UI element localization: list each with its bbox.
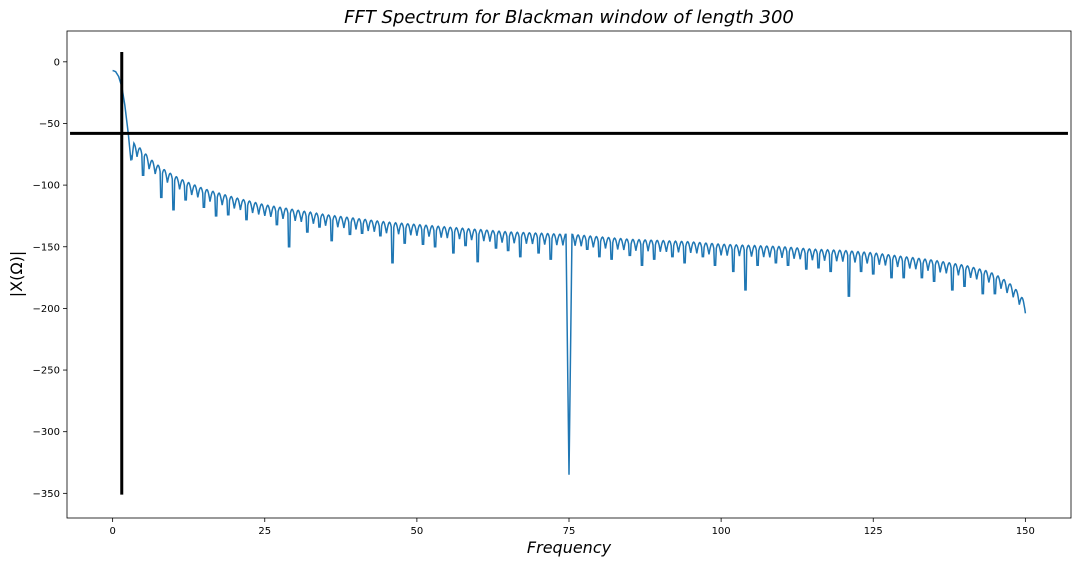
y-axis-label: |X(Ω)| <box>7 251 26 297</box>
x-tick-label: 0 <box>109 526 115 537</box>
y-tick-label: −350 <box>33 489 60 500</box>
y-tick-label: −250 <box>33 366 60 377</box>
y-tick-label: −50 <box>39 119 60 130</box>
spectrum-line <box>112 69 1027 475</box>
x-tick-label: 100 <box>712 526 731 537</box>
y-tick-label: −100 <box>33 181 60 192</box>
y-tick-label: −150 <box>33 242 60 253</box>
chart-title: FFT Spectrum for Blackman window of leng… <box>344 7 794 28</box>
x-tick-label: 50 <box>411 526 424 537</box>
series-group <box>112 69 1027 475</box>
y-tick-label: −300 <box>33 427 60 438</box>
x-tick-label: 150 <box>1016 526 1035 537</box>
y-tick-label: −200 <box>33 304 60 315</box>
ticks: 0 25 50 75 100 125 150 0 −50 −100 −150 −200 −250 −300… <box>33 57 1035 537</box>
x-tick-label: 125 <box>864 526 883 537</box>
x-tick-label: 25 <box>258 526 271 537</box>
marker-lines <box>70 51 1068 495</box>
x-tick-label: 75 <box>563 526 576 537</box>
x-axis-label: Frequency <box>527 538 612 557</box>
y-tick-label: 0 <box>54 57 60 68</box>
